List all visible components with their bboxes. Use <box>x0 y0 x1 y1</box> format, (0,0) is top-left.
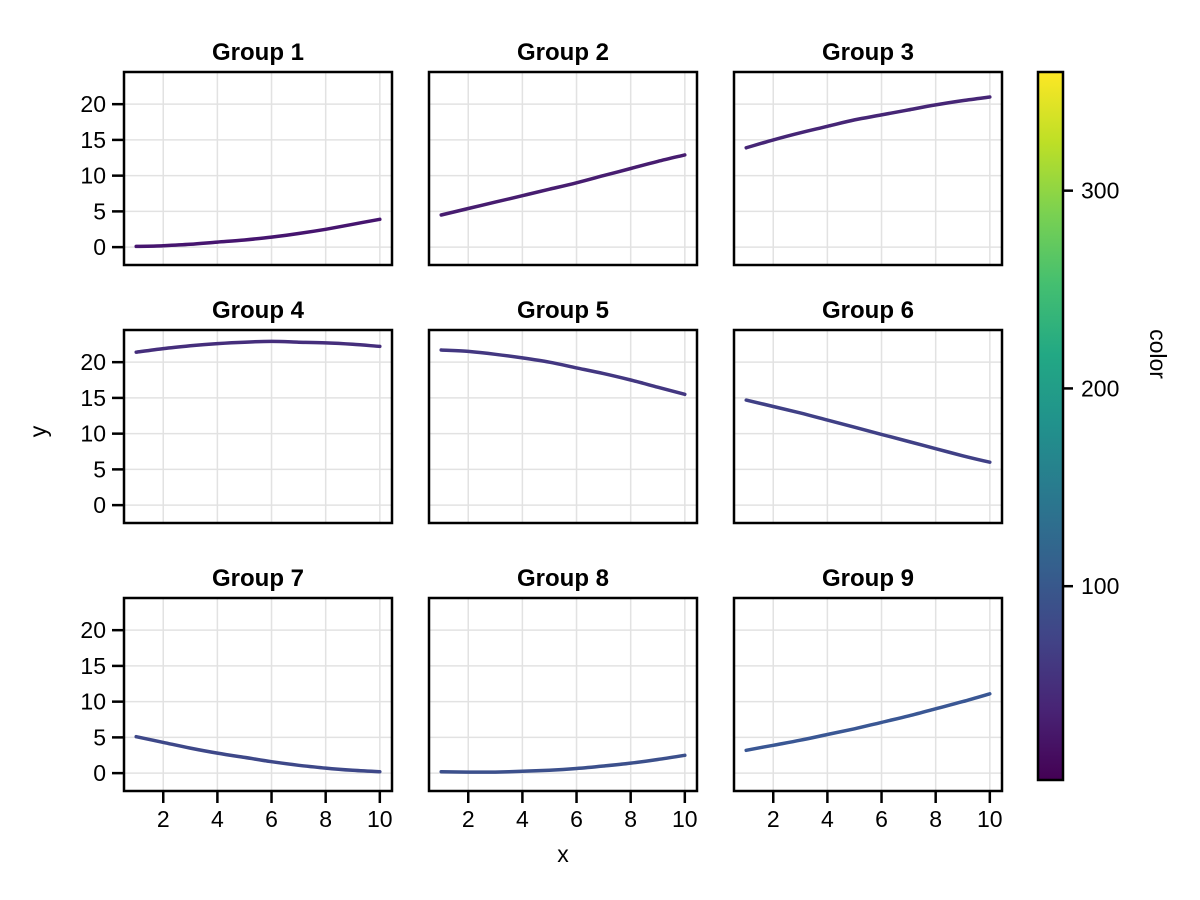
line-group-2 <box>439 153 687 217</box>
x-tick-label: 6 <box>265 806 278 832</box>
colorbar-title: color <box>1145 329 1171 379</box>
colorbar: 100 200 300 color <box>1036 70 1171 782</box>
x-tick-label: 10 <box>977 806 1003 832</box>
x-tick-label: 4 <box>821 806 834 832</box>
facet-title-1: Group 1 <box>212 39 304 66</box>
y-tick-label: 0 <box>93 492 106 518</box>
colorbar-border <box>1036 70 1065 782</box>
facet-group-4: Group 4 0 5 10 15 20 <box>80 297 394 525</box>
facet-title-7: Group 7 <box>212 565 304 592</box>
y-tick-label: 10 <box>80 163 106 189</box>
facet-group-3: Group 3 <box>732 39 1004 267</box>
y-tick-label: 15 <box>80 127 106 153</box>
y-tick-label: 20 <box>80 617 106 643</box>
y-tick-label: 20 <box>80 91 106 117</box>
panel-border <box>427 596 699 793</box>
y-tick-label: 5 <box>93 198 106 224</box>
colorbar-gradient <box>1038 72 1063 780</box>
facet-title-4: Group 4 <box>212 297 305 324</box>
x-tick-label: 10 <box>367 806 393 832</box>
panel-border <box>732 596 1004 793</box>
line-group-3 <box>744 95 992 150</box>
x-tick-label: 8 <box>624 806 637 832</box>
y-tick-label: 20 <box>80 349 106 375</box>
facet-title-9: Group 9 <box>822 565 914 592</box>
panel-border <box>122 70 394 267</box>
line-group-9 <box>744 692 992 753</box>
line-group-8 <box>439 753 687 774</box>
y-tick-label: 5 <box>93 724 106 750</box>
facet-title-5: Group 5 <box>517 297 609 324</box>
panel-border <box>732 328 1004 525</box>
panel-border <box>122 328 394 525</box>
panel-border <box>427 70 699 267</box>
y-tick-label: 10 <box>80 689 106 715</box>
y-tick-label: 15 <box>80 653 106 679</box>
y-tick-label: 5 <box>93 456 106 482</box>
facet-group-6: Group 6 <box>732 297 1004 525</box>
facet-group-9: Group 9 2 4 6 8 10 <box>732 565 1004 832</box>
facet-title-2: Group 2 <box>517 39 609 66</box>
x-tick-label: 4 <box>516 806 529 832</box>
facet-group-5: Group 5 <box>427 297 699 525</box>
line-group-5 <box>439 348 687 397</box>
y-tick-label: 15 <box>80 385 106 411</box>
line-group-4 <box>134 339 382 354</box>
facet-group-7: Group 7 2 4 6 8 10 0 5 10 15 20 <box>80 565 394 832</box>
line-group-6 <box>744 398 992 464</box>
y-tick-label: 0 <box>93 234 106 260</box>
facet-group-8: Group 8 2 4 6 8 10 <box>427 565 699 832</box>
line-group-1 <box>134 217 382 249</box>
x-tick-label: 2 <box>767 806 780 832</box>
x-tick-label: 6 <box>570 806 583 832</box>
x-tick-label: 8 <box>929 806 942 832</box>
x-tick-label: 4 <box>211 806 224 832</box>
y-tick-label: 10 <box>80 421 106 447</box>
colorbar-tick-label: 300 <box>1081 178 1119 204</box>
panel-border <box>732 70 1004 267</box>
x-tick-label: 6 <box>875 806 888 832</box>
facet-title-3: Group 3 <box>822 39 914 66</box>
colorbar-tick-label: 200 <box>1081 375 1119 401</box>
x-tick-label: 8 <box>319 806 332 832</box>
x-tick-label: 2 <box>157 806 170 832</box>
x-axis-title: x <box>557 841 569 867</box>
x-tick-label: 2 <box>462 806 475 832</box>
facet-title-8: Group 8 <box>517 565 609 592</box>
line-group-7 <box>134 734 382 774</box>
y-axis-title: y <box>25 425 51 437</box>
colorbar-tick-label: 100 <box>1081 573 1119 599</box>
facet-title-6: Group 6 <box>822 297 914 324</box>
panel-border <box>122 596 394 793</box>
facet-group-2: Group 2 <box>427 39 699 267</box>
panel-border <box>427 328 699 525</box>
x-tick-label: 10 <box>672 806 698 832</box>
y-tick-label: 0 <box>93 760 106 786</box>
facet-group-1: Group 1 0 5 10 15 20 <box>80 39 394 267</box>
